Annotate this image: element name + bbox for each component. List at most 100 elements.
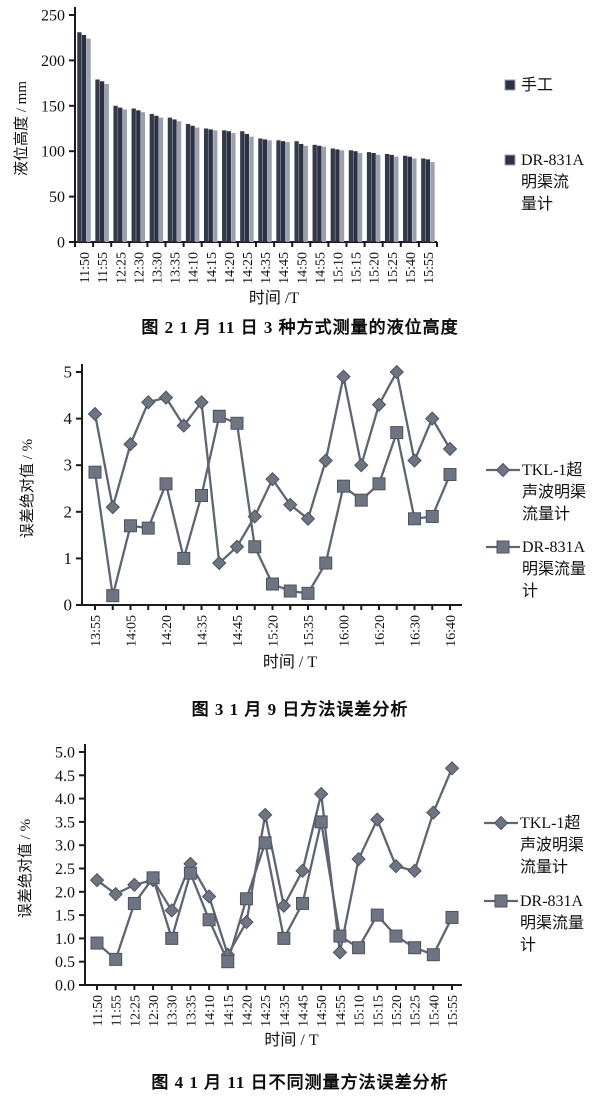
svg-text:3.0: 3.0 — [55, 838, 75, 855]
svg-text:声波明渠: 声波明渠 — [522, 483, 586, 501]
svg-text:12:30: 12:30 — [132, 252, 147, 284]
svg-text:3.5: 3.5 — [55, 814, 75, 831]
svg-text:0.5: 0.5 — [55, 954, 75, 971]
svg-text:2.5: 2.5 — [55, 861, 75, 878]
svg-text:0: 0 — [64, 596, 73, 615]
x-axis-ticks — [96, 985, 453, 990]
svg-text:14:20: 14:20 — [240, 995, 255, 1027]
svg-text:100: 100 — [41, 144, 65, 161]
svg-text:13:30: 13:30 — [166, 995, 181, 1027]
chart-svg: 0.0 0.5 1.0 1.5 2.0 2.5 3.0 3.5 4.0 4.5 5.0 误差绝对值 /… — [17, 744, 584, 1049]
figure-2-caption: 图 2 1 月 11 日 3 种方式测量的液位高度 — [141, 318, 459, 337]
series-1 — [88, 409, 457, 603]
svg-text:计: 计 — [522, 582, 538, 600]
svg-text:11:50: 11:50 — [78, 252, 93, 283]
svg-text:5.0: 5.0 — [55, 745, 75, 762]
svg-text:14:50: 14:50 — [315, 995, 330, 1027]
y-axis: 0 50 100 150 200 250 — [41, 8, 75, 252]
svg-text:11:55: 11:55 — [110, 995, 125, 1026]
svg-text:15:25: 15:25 — [409, 995, 424, 1027]
figure-4-error-line-chart: 0.0 0.5 1.0 1.5 2.0 2.5 3.0 3.5 4.0 4.5 5.0 误差绝对值 /… — [0, 733, 600, 1093]
svg-text:15:35: 15:35 — [302, 615, 317, 647]
svg-text:13:35: 13:35 — [169, 252, 184, 284]
figure-2-liquid-level-bar-chart: 0 50 100 150 200 250 液位高度 / mm 时间 /T 11:50 11:55 1… — [0, 0, 600, 338]
svg-text:16:20: 16:20 — [373, 615, 388, 647]
line-chart-canvas: 0 1 2 3 4 5 误差绝对值 / % 时间 / T 13:55 14:05 14:20 14:3… — [0, 352, 600, 689]
x-axis-labels: 11:50 11:55 12:25 12:30 13:30 13:35 14:10 14:15… — [91, 995, 461, 1027]
svg-text:11:55: 11:55 — [96, 252, 111, 283]
svg-text:14:20: 14:20 — [223, 252, 238, 284]
svg-text:14:15: 14:15 — [205, 252, 220, 284]
svg-text:0.0: 0.0 — [55, 978, 75, 995]
svg-text:15:20: 15:20 — [390, 995, 405, 1027]
svg-text:14:55: 14:55 — [313, 252, 328, 284]
svg-text:14:25: 14:25 — [259, 995, 274, 1027]
svg-text:15:55: 15:55 — [446, 995, 461, 1027]
axes — [84, 744, 462, 986]
svg-text:14:50: 14:50 — [295, 252, 310, 284]
svg-text:量计: 量计 — [521, 195, 553, 213]
svg-text:11:50: 11:50 — [91, 995, 106, 1026]
figure-3-caption: 图 3 1 月 9 日方法误差分析 — [191, 700, 409, 719]
svg-text:14:45: 14:45 — [297, 995, 312, 1027]
svg-text:15:15: 15:15 — [350, 252, 365, 284]
svg-text:声波明渠: 声波明渠 — [520, 836, 584, 854]
x-axis-labels: 11:50 11:55 12:25 12:30 13:30 13:35 14:10 14:15… — [78, 252, 437, 284]
svg-text:14:15: 14:15 — [222, 995, 237, 1027]
svg-text:明渠流量: 明渠流量 — [522, 560, 586, 578]
svg-text:1: 1 — [64, 549, 73, 568]
svg-text:14:35: 14:35 — [259, 252, 274, 284]
x-axis-ticks — [74, 242, 438, 247]
svg-text:15:10: 15:10 — [331, 252, 346, 284]
y-axis: 0 1 2 3 4 5 — [64, 363, 82, 615]
svg-text:200: 200 — [41, 53, 65, 70]
y-axis-title: 液位高度 / mm — [13, 81, 30, 176]
svg-text:TKL-1超: TKL-1超 — [522, 461, 582, 479]
x-axis-labels: 13:55 14:05 14:20 14:35 14:45 15:20 15:35 16:00… — [89, 615, 459, 647]
svg-text:13:55: 13:55 — [89, 615, 104, 647]
svg-text:3: 3 — [64, 456, 73, 475]
svg-text:DR-831A: DR-831A — [521, 152, 585, 169]
x-axis-title: 时间 /T — [249, 289, 299, 306]
figure-4-caption: 图 4 1 月 11 日不同测量方法误差分析 — [151, 1073, 449, 1092]
svg-text:250: 250 — [41, 8, 65, 25]
svg-text:DR-831A: DR-831A — [522, 539, 586, 556]
axes — [74, 7, 437, 243]
svg-text:手工: 手工 — [521, 76, 553, 94]
svg-text:14:10: 14:10 — [187, 252, 202, 284]
svg-text:1.5: 1.5 — [55, 908, 75, 925]
series-1 — [90, 815, 459, 969]
svg-text:流量计: 流量计 — [522, 505, 570, 523]
svg-text:16:00: 16:00 — [338, 615, 353, 647]
svg-text:14:55: 14:55 — [334, 995, 349, 1027]
svg-text:14:25: 14:25 — [241, 252, 256, 284]
svg-text:50: 50 — [49, 189, 65, 206]
line-chart-canvas: 0.0 0.5 1.0 1.5 2.0 2.5 3.0 3.5 4.0 4.5 5.0 误差绝对值 /… — [0, 733, 600, 1068]
bars — [77, 32, 435, 243]
svg-text:150: 150 — [41, 98, 65, 115]
svg-text:15:25: 15:25 — [386, 252, 401, 284]
y-axis-title: 误差绝对值 / % — [19, 439, 36, 538]
svg-text:计: 计 — [520, 936, 536, 954]
svg-text:13:30: 13:30 — [150, 252, 165, 284]
series-0 — [89, 761, 460, 962]
svg-text:15:15: 15:15 — [371, 995, 386, 1027]
svg-text:4: 4 — [64, 409, 73, 428]
x-axis-title: 时间 / T — [264, 1031, 318, 1049]
legend-item-0: 手工 — [504, 76, 553, 94]
svg-text:4.0: 4.0 — [55, 791, 75, 808]
svg-text:4.5: 4.5 — [55, 768, 75, 785]
svg-text:15:40: 15:40 — [404, 252, 419, 284]
x-axis-ticks — [94, 605, 451, 610]
figure-3-error-line-chart: 0 1 2 3 4 5 误差绝对值 / % 时间 / T 13:55 14:05 14:20 14:3… — [0, 352, 600, 720]
series-0 — [87, 364, 458, 571]
chart-svg: 0 1 2 3 4 5 误差绝对值 / % 时间 / T 13:55 14:05 14:20 14:3… — [19, 363, 586, 672]
svg-text:2: 2 — [64, 502, 73, 521]
svg-text:14:05: 14:05 — [125, 615, 140, 647]
